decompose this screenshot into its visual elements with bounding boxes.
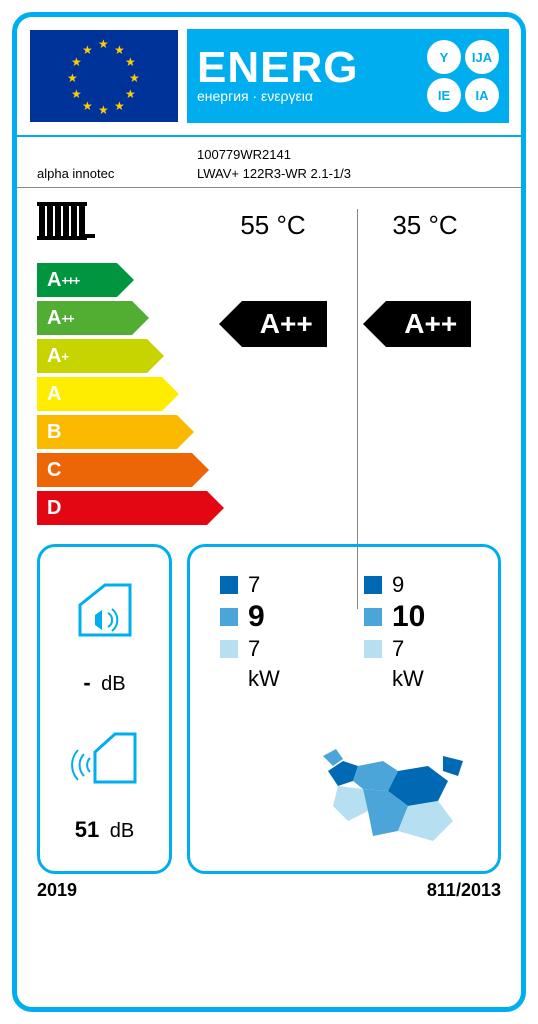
rating-high-value: A++	[260, 308, 313, 340]
supplier-name: alpha innotec	[37, 164, 197, 183]
lang-circle: IA	[465, 78, 499, 112]
scale-arrow-Aplusplus: A++	[37, 301, 132, 335]
radiator-icon	[37, 198, 197, 253]
power-ht-warm: 7	[248, 636, 260, 662]
model-name: LWAV+ 122R3-WR 2.1-1/3	[197, 164, 501, 183]
outdoor-sound-value: 51 dB	[75, 817, 134, 843]
outdoor-sound-icon	[70, 722, 140, 792]
header: ★ ★ ★ ★ ★ ★ ★ ★ ★ ★ ★ ★ ENERG енергия · …	[17, 17, 521, 137]
supplier-row: alpha innotec 100779WR2141 LWAV+ 122R3-W…	[17, 137, 521, 188]
europe-map-icon	[288, 741, 488, 861]
scale-arrow-B: B	[37, 415, 177, 449]
scale-arrow-D: D	[37, 491, 207, 525]
indoor-sound-unit: dB	[101, 673, 125, 695]
efficiency-area: A+++ A++ A+ ABCD A++ A++	[17, 263, 521, 544]
efficiency-scale: A+++ A++ A+ ABCD	[37, 263, 212, 529]
scale-arrow-Aplus: A+	[37, 339, 147, 373]
energ-title-block: ENERG енергия · ενεργεια Y IJA IE IA	[187, 29, 509, 123]
eu-flag-icon: ★ ★ ★ ★ ★ ★ ★ ★ ★ ★ ★ ★	[29, 29, 179, 123]
temperature-header: 55 °C 35 °C	[17, 188, 521, 263]
outdoor-sound-num: 51	[75, 817, 99, 842]
rating-high-temp: A++	[242, 301, 327, 347]
bottom-section: - dB 51 dB 7 9 7 kW 9 10	[17, 544, 521, 874]
indoor-sound-num: -	[83, 670, 90, 695]
temp-low: 35 °C	[349, 210, 501, 241]
product-id: 100779WR2141	[197, 145, 501, 164]
sound-box: - dB 51 dB	[37, 544, 172, 874]
lang-circles: Y IJA IE IA	[427, 40, 499, 112]
scale-arrow-Aplusplusplus: A+++	[37, 263, 117, 297]
footer-regulation: 811/2013	[427, 880, 501, 901]
power-lt-avg: 10	[392, 600, 425, 634]
scale-arrow-C: C	[37, 453, 192, 487]
scale-arrow-A: A	[37, 377, 162, 411]
rating-low-value: A++	[404, 308, 457, 340]
energ-title: ENERG	[197, 48, 419, 88]
footer-year: 2019	[37, 880, 77, 901]
power-lt-unit: kW	[364, 666, 488, 692]
power-lt-cold: 9	[392, 572, 404, 598]
power-ht-unit: kW	[220, 666, 344, 692]
footer: 2019 811/2013	[17, 874, 521, 901]
indoor-sound-icon	[70, 575, 140, 645]
lang-circle: IE	[427, 78, 461, 112]
temp-high: 55 °C	[197, 210, 349, 241]
power-lt-warm: 7	[392, 636, 404, 662]
energ-subtitle: енергия · ενεργεια	[197, 88, 419, 104]
rating-low-temp: A++	[386, 301, 471, 347]
lang-circle: IJA	[465, 40, 499, 74]
power-ht-avg: 9	[248, 600, 265, 634]
energy-label: ★ ★ ★ ★ ★ ★ ★ ★ ★ ★ ★ ★ ENERG енергия · …	[12, 12, 526, 1012]
power-box: 7 9 7 kW 9 10 7 kW	[187, 544, 501, 874]
power-ht-cold: 7	[248, 572, 260, 598]
lang-circle: Y	[427, 40, 461, 74]
indoor-sound-value: - dB	[83, 670, 125, 696]
outdoor-sound-unit: dB	[110, 820, 134, 842]
